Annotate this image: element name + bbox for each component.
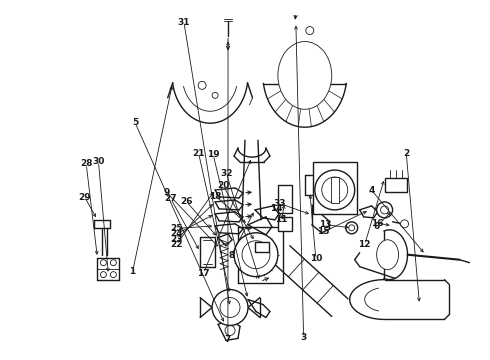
Text: 18: 18 xyxy=(209,192,222,201)
Circle shape xyxy=(212,92,218,98)
Bar xyxy=(385,178,407,192)
Text: 23: 23 xyxy=(171,235,183,244)
Text: 20: 20 xyxy=(217,181,229,190)
Text: 1: 1 xyxy=(129,267,136,276)
Text: 3: 3 xyxy=(300,333,307,342)
Circle shape xyxy=(400,220,409,228)
Text: 30: 30 xyxy=(92,157,104,166)
Text: 27: 27 xyxy=(165,194,177,203)
Bar xyxy=(331,177,339,203)
Circle shape xyxy=(234,233,278,276)
Text: 15: 15 xyxy=(317,228,329,237)
Text: 24: 24 xyxy=(171,229,183,238)
Text: 9: 9 xyxy=(164,188,170,197)
Circle shape xyxy=(306,27,314,35)
Text: 17: 17 xyxy=(197,269,210,278)
Circle shape xyxy=(242,241,270,269)
Bar xyxy=(313,162,357,214)
Circle shape xyxy=(315,170,355,210)
Text: 32: 32 xyxy=(220,169,233,178)
Text: 28: 28 xyxy=(80,159,93,168)
Text: 25: 25 xyxy=(171,224,183,233)
Circle shape xyxy=(110,260,116,266)
Text: 4: 4 xyxy=(369,186,375,195)
Ellipse shape xyxy=(278,41,332,109)
Circle shape xyxy=(220,298,240,318)
Bar xyxy=(278,217,292,231)
Text: 16: 16 xyxy=(370,219,383,228)
Bar xyxy=(278,185,292,213)
Circle shape xyxy=(381,206,389,214)
Circle shape xyxy=(100,272,106,278)
Circle shape xyxy=(346,222,358,234)
Text: 2: 2 xyxy=(403,149,409,158)
Text: 19: 19 xyxy=(207,150,220,159)
Circle shape xyxy=(198,81,206,89)
Text: 13: 13 xyxy=(319,220,332,229)
Text: 33: 33 xyxy=(273,199,286,208)
Text: 31: 31 xyxy=(178,18,190,27)
Text: 7: 7 xyxy=(225,335,231,344)
Text: 26: 26 xyxy=(180,197,193,206)
Text: 12: 12 xyxy=(359,240,371,249)
Text: 10: 10 xyxy=(310,255,322,264)
Circle shape xyxy=(377,202,392,218)
Text: 6: 6 xyxy=(374,222,380,231)
Ellipse shape xyxy=(377,240,398,270)
Text: 5: 5 xyxy=(132,118,138,127)
Text: 11: 11 xyxy=(275,215,288,224)
Text: 29: 29 xyxy=(78,193,91,202)
Circle shape xyxy=(349,225,355,231)
Circle shape xyxy=(322,177,348,203)
Circle shape xyxy=(212,289,248,325)
Text: 8: 8 xyxy=(228,251,234,260)
Circle shape xyxy=(100,260,106,266)
Bar xyxy=(255,242,269,252)
Circle shape xyxy=(225,325,235,336)
Text: 21: 21 xyxy=(193,149,205,158)
Circle shape xyxy=(110,272,116,278)
Text: 22: 22 xyxy=(171,240,183,249)
Text: 14: 14 xyxy=(270,204,283,213)
